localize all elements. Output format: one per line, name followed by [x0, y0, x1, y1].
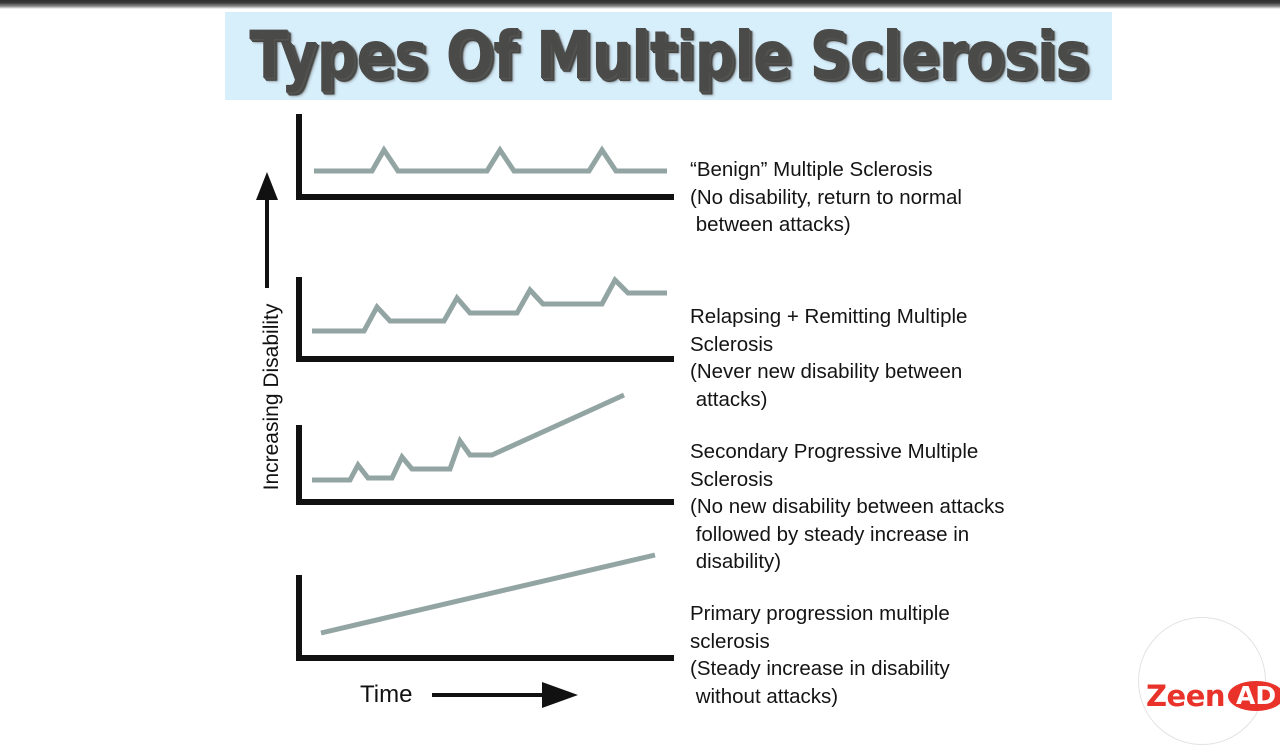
secondary-progressive-ms-line	[312, 392, 626, 483]
watermark-wordmark: Zeen AD	[1146, 679, 1280, 713]
y-axis-group: Increasing Disability	[238, 170, 298, 580]
page-title: Types Of Multiple Sclerosis	[249, 17, 1089, 94]
benign-ms-chart	[296, 114, 674, 200]
chart-panel-secondary-progressive	[292, 383, 674, 508]
letterbox-bar	[0, 0, 1280, 9]
x-axis-group: Time	[360, 680, 580, 710]
x-axis-label: Time	[360, 681, 413, 708]
watermark-badge: AD	[1228, 681, 1280, 711]
chart-panel-relapsing-remitting	[292, 275, 674, 370]
relapsing-remitting-ms-chart	[296, 275, 674, 362]
relapsing-remitting-ms-line	[312, 275, 667, 334]
caption-primary-progressive: Primary progression multiple sclerosis (…	[690, 602, 950, 708]
watermark-zeenad: Zeen AD	[1138, 617, 1280, 745]
chart-panel-primary-progressive	[292, 538, 674, 664]
watermark-brand: Zeen	[1146, 679, 1226, 713]
secondary-progressive-ms-chart	[296, 392, 674, 505]
title-banner: Types Of Multiple Sclerosis	[225, 12, 1112, 100]
caption-relapsing-remitting: Relapsing + Remitting Multiple Sclerosis…	[690, 305, 968, 411]
benign-ms-line	[314, 145, 667, 174]
caption-secondary-progressive: Secondary Progressive Multiple Sclerosis…	[690, 440, 1005, 573]
caption-benign: “Benign” Multiple Sclerosis (No disabili…	[690, 158, 962, 236]
primary-progressive-ms-chart	[296, 552, 674, 661]
right-arrow-icon	[432, 682, 579, 708]
y-axis-label: Increasing Disability	[260, 303, 283, 491]
up-arrow-icon	[256, 172, 278, 288]
primary-progressive-ms-line	[320, 552, 656, 636]
chart-panel-benign	[292, 113, 674, 205]
